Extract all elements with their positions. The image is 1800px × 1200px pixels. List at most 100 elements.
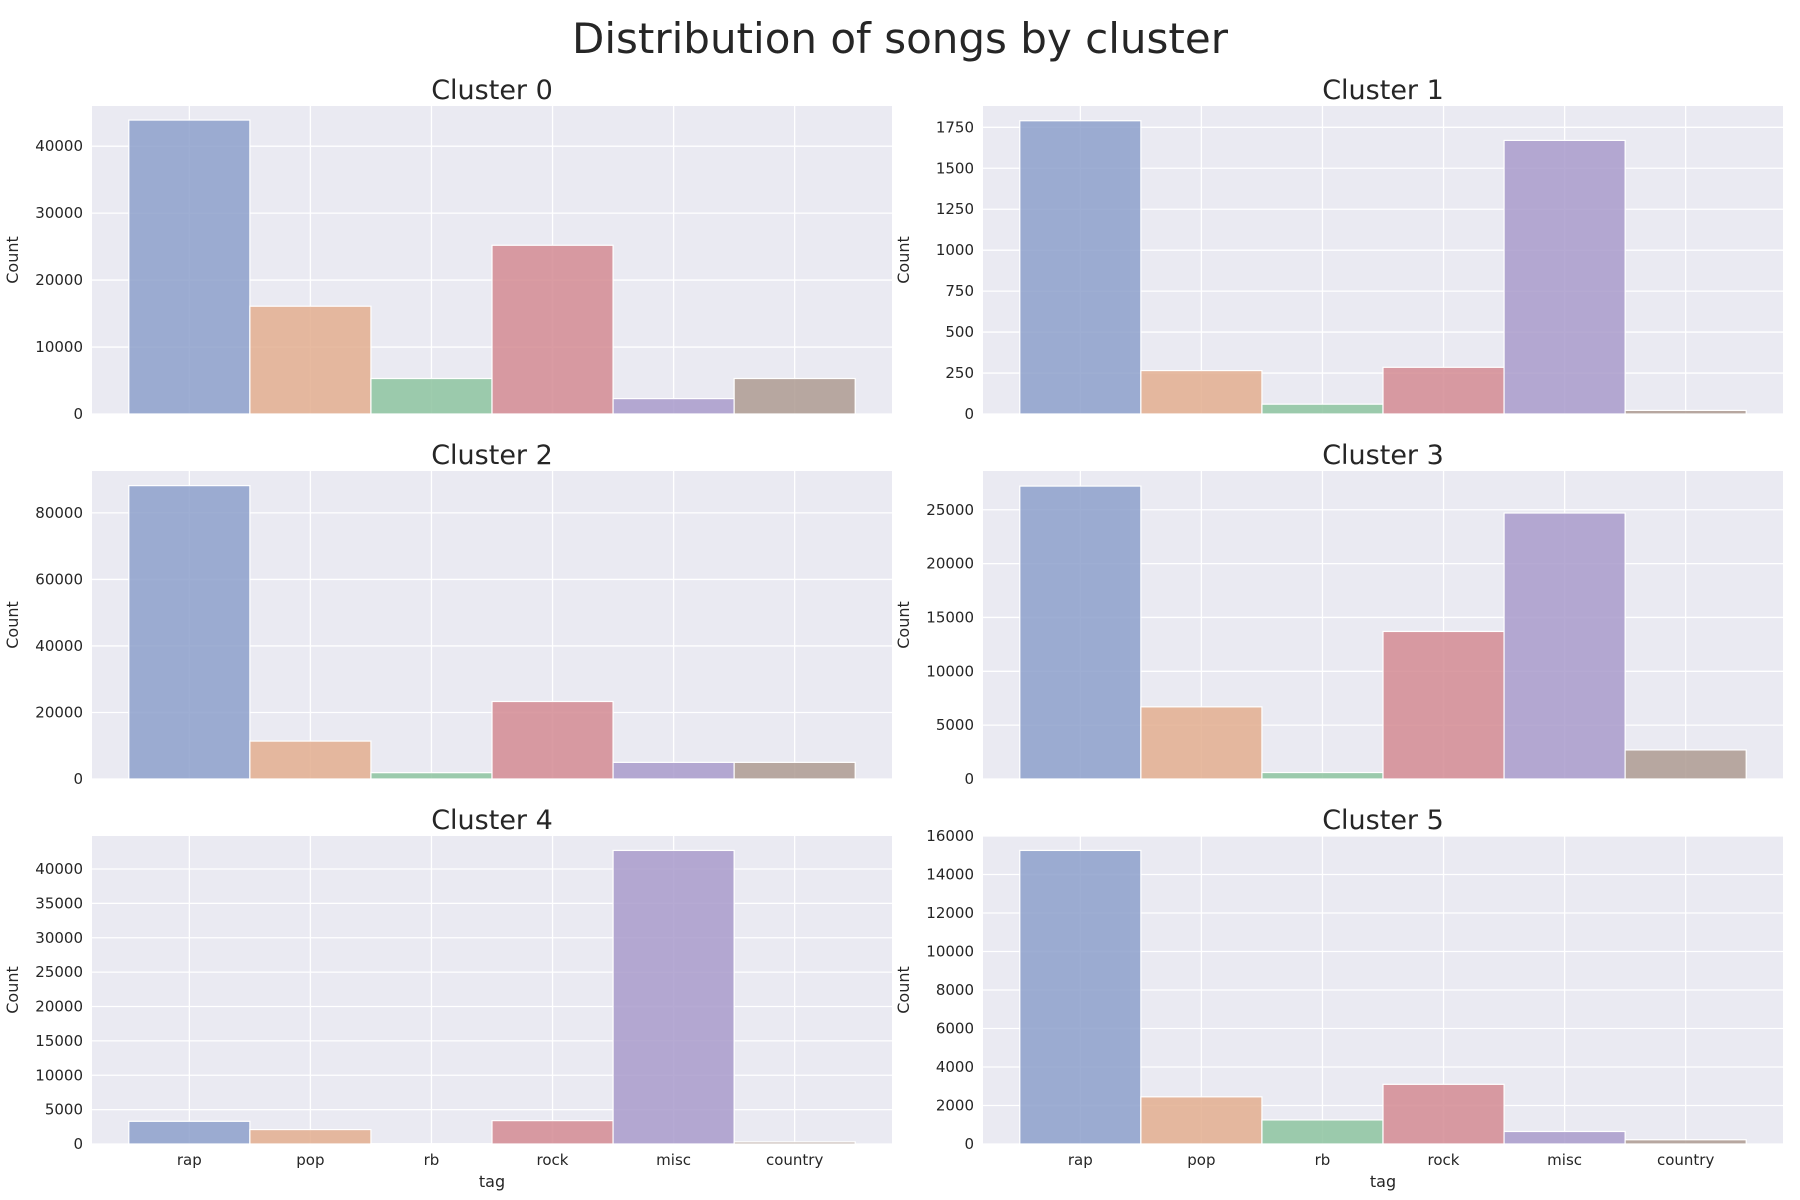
bar-rap	[128, 1120, 251, 1145]
y-tick-label: 60000	[35, 570, 83, 588]
plot-area	[92, 836, 892, 1144]
y-tick-label: 1000	[936, 241, 974, 259]
y-axis-label: Count	[894, 601, 913, 649]
bar-rock	[491, 244, 614, 415]
y-tick-label: 15000	[35, 1032, 83, 1050]
y-tick-label: 40000	[35, 860, 83, 878]
bar-rock	[1382, 366, 1505, 415]
y-tick-label: 12000	[926, 904, 974, 922]
y-tick-label: 10000	[926, 662, 974, 680]
y-tick-label: 500	[945, 323, 974, 341]
y-tick-label: 1750	[936, 118, 974, 136]
x-tick-label: rb	[424, 1151, 440, 1169]
bar-rap	[1019, 120, 1142, 415]
subplot-cluster-3: 0 5000 10000 15000 20000 25000 Cluster 3 Count	[894, 440, 1783, 788]
bar-rock	[491, 1120, 614, 1145]
bar-rap	[1019, 485, 1142, 780]
bar-rb	[370, 377, 493, 415]
y-tick-label: 16000	[926, 827, 974, 845]
x-tick-label: rb	[1315, 1151, 1331, 1169]
x-tick-label: pop	[296, 1151, 324, 1169]
bar-misc	[1503, 512, 1626, 780]
bar-pop	[249, 1128, 372, 1145]
y-tick-label: 5000	[936, 716, 974, 734]
bar-pop	[1140, 706, 1263, 780]
x-tick-label: rap	[1068, 1151, 1093, 1169]
y-tick-label: 750	[945, 282, 974, 300]
bar-misc	[612, 849, 735, 1145]
bar-pop	[249, 740, 372, 780]
bar-country	[1624, 409, 1747, 415]
y-tick-label: 1500	[936, 159, 974, 177]
y-tick-label: 20000	[35, 703, 83, 721]
y-axis-label: Count	[3, 601, 22, 649]
bar-country	[733, 377, 856, 415]
y-tick-label: 20000	[35, 998, 83, 1016]
subplot-cluster-0: 0 10000 20000 30000 40000 Cluster 0 Count	[3, 75, 892, 423]
y-tick-label: 0	[964, 405, 974, 423]
y-tick-label: 0	[73, 770, 83, 788]
y-tick-label: 0	[964, 1135, 974, 1153]
y-tick-label: 20000	[926, 555, 974, 573]
y-tick-label: 1250	[936, 200, 974, 218]
subplot-cluster-1: 0 250 500 750 1000 1250 1500 1750 Cluster 1 Count	[894, 75, 1783, 423]
subplot-cluster-5: 0 2000 4000 6000 8000 10000 12000 14000 16000 rap…	[894, 805, 1783, 1191]
bar-country	[733, 761, 856, 780]
y-tick-label: 0	[73, 405, 83, 423]
y-tick-label: 40000	[35, 137, 83, 155]
y-axis-label: Count	[894, 236, 913, 284]
x-axis-label: tag	[479, 1172, 505, 1191]
bar-rb	[1261, 403, 1384, 415]
subplot-title: Cluster 1	[1322, 75, 1444, 106]
y-tick-label: 40000	[35, 637, 83, 655]
y-tick-label: 80000	[35, 504, 83, 522]
figure-title: Distribution of songs by cluster	[571, 14, 1228, 63]
bar-rock	[491, 700, 614, 780]
bar-country	[1624, 749, 1747, 780]
subplot-title: Cluster 2	[431, 440, 553, 471]
y-tick-label: 25000	[926, 501, 974, 519]
y-tick-label: 20000	[35, 271, 83, 289]
bar-rb	[1261, 1119, 1384, 1145]
bar-rap	[128, 485, 251, 780]
y-tick-label: 30000	[35, 929, 83, 947]
y-tick-label: 250	[945, 364, 974, 382]
bar-rb	[1261, 771, 1384, 780]
y-tick-label: 4000	[936, 1058, 974, 1076]
subplot-title: Cluster 0	[431, 75, 553, 106]
y-tick-label: 8000	[936, 981, 974, 999]
bar-country	[733, 1141, 856, 1145]
y-tick-label: 25000	[35, 963, 83, 981]
y-tick-label: 0	[964, 770, 974, 788]
y-tick-label: 6000	[936, 1020, 974, 1038]
x-tick-label: country	[1657, 1151, 1714, 1169]
bar-rock	[1382, 630, 1505, 780]
subplot-title: Cluster 5	[1322, 805, 1444, 836]
bar-country	[1624, 1139, 1747, 1145]
y-tick-label: 0	[73, 1135, 83, 1153]
subplot-cluster-4: 0 5000 10000 15000 20000 25000 30000 35000 40000…	[3, 805, 892, 1191]
bar-rb	[370, 772, 493, 780]
y-axis-label: Count	[894, 966, 913, 1014]
x-tick-label: rock	[1428, 1151, 1460, 1169]
bar-rock	[1382, 1083, 1505, 1145]
bar-misc	[1503, 139, 1626, 415]
subplot-cluster-2: 0 20000 40000 60000 80000 Cluster 2 Count	[3, 440, 892, 788]
y-tick-label: 35000	[35, 894, 83, 912]
y-axis-label: Count	[3, 236, 22, 284]
bar-pop	[1140, 369, 1263, 415]
y-tick-label: 2000	[936, 1097, 974, 1115]
y-tick-label: 14000	[926, 866, 974, 884]
x-tick-label: pop	[1187, 1151, 1215, 1169]
y-tick-label: 15000	[926, 608, 974, 626]
x-tick-label: misc	[656, 1151, 691, 1169]
y-tick-label: 30000	[35, 204, 83, 222]
x-tick-label: country	[766, 1151, 823, 1169]
y-tick-label: 10000	[35, 1066, 83, 1084]
subplot-title: Cluster 3	[1322, 440, 1444, 471]
bar-pop	[1140, 1096, 1263, 1145]
x-axis-label: tag	[1370, 1172, 1396, 1191]
x-tick-label: rap	[177, 1151, 202, 1169]
